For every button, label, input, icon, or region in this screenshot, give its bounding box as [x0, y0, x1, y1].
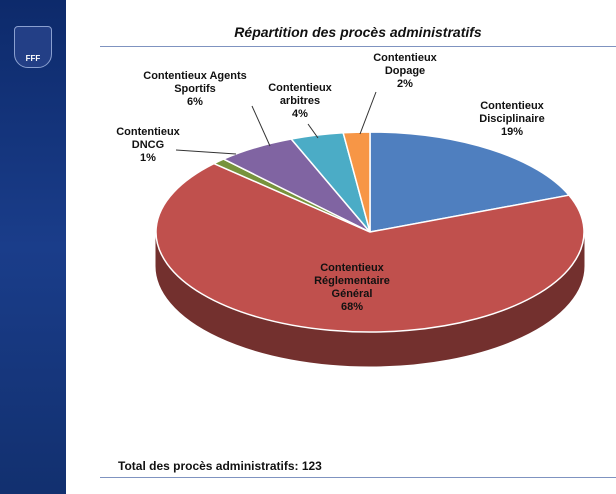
footer: Total des procès administratifs: 123 — [118, 459, 322, 473]
leader-line — [175, 149, 237, 155]
value-label: 2% — [397, 78, 413, 90]
slice-label: Contentieux Réglementaire Général 68% — [305, 262, 400, 314]
slice — [342, 131, 371, 233]
slice-label: Contentieux arbitres 4% — [260, 82, 340, 121]
leader-line — [251, 105, 271, 147]
slice-label: Contentieux Dopage 2% — [365, 52, 445, 91]
category-label: Contentieux arbitres — [268, 82, 332, 107]
chart-title: Répartition des procès administratifs — [234, 24, 482, 40]
value-label: 4% — [292, 108, 308, 120]
logo: FFF — [14, 26, 52, 68]
value-label: 6% — [187, 96, 203, 108]
slice-label: Contentieux DNCG 1% — [108, 126, 188, 165]
leader-line — [307, 123, 319, 139]
value-label: 68% — [340, 301, 364, 313]
leader-line — [359, 91, 377, 135]
slice — [155, 162, 585, 333]
category-label: Contentieux Dopage — [373, 52, 437, 77]
category-label: Contentieux Agents Sportifs — [143, 70, 247, 95]
slice — [369, 131, 571, 233]
category-label: Contentieux Réglementaire Général — [314, 262, 390, 300]
slice-label: Contentieux Disciplinaire 19% — [467, 100, 557, 139]
value-label: 19% — [500, 126, 524, 138]
slice-label: Contentieux Agents Sportifs 6% — [140, 70, 250, 109]
footer-rule — [100, 477, 616, 478]
sidebar — [0, 0, 66, 494]
category-label: Contentieux DNCG — [116, 126, 180, 151]
title-rule — [100, 46, 616, 47]
category-label: Contentieux Disciplinaire — [479, 100, 545, 125]
value-label: 1% — [140, 152, 156, 164]
